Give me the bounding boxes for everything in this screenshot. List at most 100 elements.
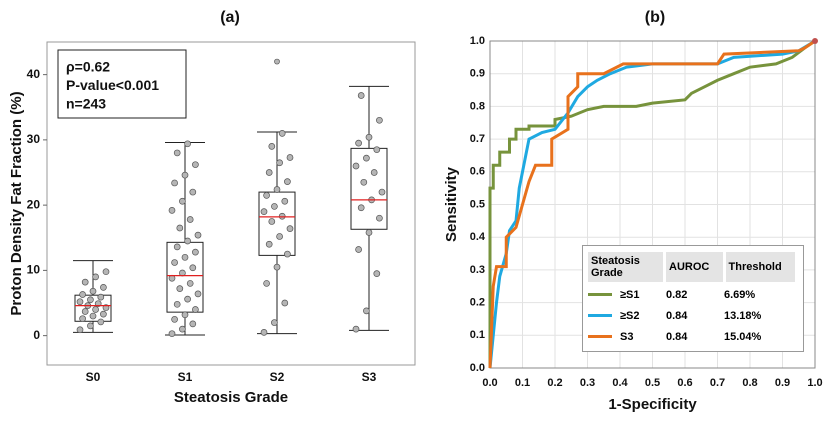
table-header: Steatosis Grade AUROC Threshold: [588, 250, 798, 284]
y-tick-label: 0.5: [470, 198, 485, 210]
data-point: [97, 318, 105, 326]
cell-text: 0.84: [666, 309, 688, 322]
y-tick-label: 0.2: [470, 297, 485, 309]
y-tick-label: 0.9: [470, 68, 485, 80]
data-point: [278, 130, 286, 137]
data-point: [189, 320, 197, 328]
data-point: [181, 311, 189, 319]
data-point: [365, 229, 373, 236]
data-point: [89, 287, 97, 295]
data-point: [173, 243, 181, 251]
data-point: [376, 214, 383, 222]
data-point: [87, 322, 94, 330]
data-point: [173, 149, 181, 157]
data-point: [184, 295, 191, 303]
x-tick-label: 0.8: [742, 377, 757, 389]
cell-text: 13.18%: [724, 309, 762, 322]
data-point: [176, 285, 184, 293]
data-point: [81, 308, 89, 315]
data-point: [102, 268, 110, 276]
data-point: [189, 188, 197, 196]
legend-label: S3: [620, 330, 634, 343]
box: [258, 191, 296, 256]
data-point: [373, 270, 381, 277]
annotation-box: [57, 49, 187, 119]
data-point: [176, 224, 184, 232]
header-cell: Threshold: [725, 252, 795, 282]
data-point: [286, 154, 294, 161]
legend-swatch: [588, 335, 612, 339]
data-point: [357, 204, 365, 212]
y-tick-label: 0.3: [470, 264, 485, 276]
data-point: [100, 310, 107, 318]
data-point: [194, 290, 202, 298]
data-point: [365, 133, 373, 141]
annotation: n=243: [66, 96, 106, 112]
data-point: [286, 225, 294, 232]
x-tick-label: 0.1: [515, 377, 530, 389]
data-point: [192, 248, 199, 256]
data-point: [79, 315, 86, 323]
table-row: S3 0.84 15.04%: [588, 326, 798, 347]
y-axis-label: Sensitivity: [443, 166, 460, 242]
data-point: [81, 278, 89, 286]
data-point: [171, 259, 178, 266]
x-tick-label: 0.4: [612, 377, 628, 389]
data-point: [189, 264, 197, 272]
data-point: [179, 325, 186, 333]
data-point: [363, 154, 370, 162]
x-tick-label: 0.7: [710, 377, 725, 389]
roc-line: [488, 39, 816, 369]
data-point: [284, 178, 291, 185]
table-cell: ≥S1: [588, 289, 666, 301]
data-point: [281, 299, 289, 307]
header-cell: AUROC: [666, 252, 723, 282]
data-point: [260, 208, 268, 216]
table-row: ≥S1 0.82 6.69%: [588, 284, 798, 305]
data-point: [276, 233, 283, 240]
data-point: [260, 329, 268, 336]
data-point: [278, 212, 286, 220]
x-tick-label: S2: [270, 370, 285, 384]
data-point: [378, 188, 386, 196]
data-point: [276, 159, 283, 167]
x-tick-label: 0.3: [580, 377, 595, 389]
roc-line: [488, 39, 816, 368]
data-point: [263, 280, 270, 287]
legend-table: Steatosis Grade AUROC Threshold ≥S1 0.82 6…: [582, 245, 804, 352]
data-point: [268, 143, 276, 150]
data-point: [370, 169, 378, 176]
data-point: [263, 191, 270, 199]
outlier: [274, 58, 280, 65]
legend-label: ≥S2: [620, 309, 640, 322]
y-tick-label: 0.1: [470, 329, 485, 341]
data-point: [171, 179, 178, 187]
data-point: [181, 171, 189, 179]
x-tick-label: S3: [362, 370, 377, 384]
data-point: [186, 216, 194, 223]
data-point: [271, 203, 278, 210]
data-point: [184, 237, 191, 245]
data-point: [273, 263, 281, 271]
y-tick-label: 1.0: [470, 35, 485, 47]
cell-text: 0.82: [666, 288, 688, 301]
table-cell: 0.82: [666, 289, 724, 301]
x-tick-label: 1.0: [807, 377, 822, 389]
data-point: [271, 319, 278, 326]
data-point: [97, 293, 105, 301]
y-tick-label: 0.0: [470, 362, 485, 374]
y-tick-label: 0.8: [470, 100, 485, 112]
plot-frame: [46, 41, 416, 366]
cell-text: 15.04%: [724, 330, 762, 343]
cell-text: 6.69%: [724, 288, 756, 301]
y-tick-label: 20: [27, 197, 41, 211]
data-point: [273, 186, 281, 193]
data-point: [100, 283, 107, 291]
data-point: [92, 306, 99, 313]
y-tick-label: 0.6: [470, 166, 485, 178]
data-point: [352, 325, 360, 333]
table-cell: 6.69%: [724, 289, 796, 301]
legend-swatch: [588, 293, 612, 297]
x-tick-label: 0.6: [677, 377, 692, 389]
